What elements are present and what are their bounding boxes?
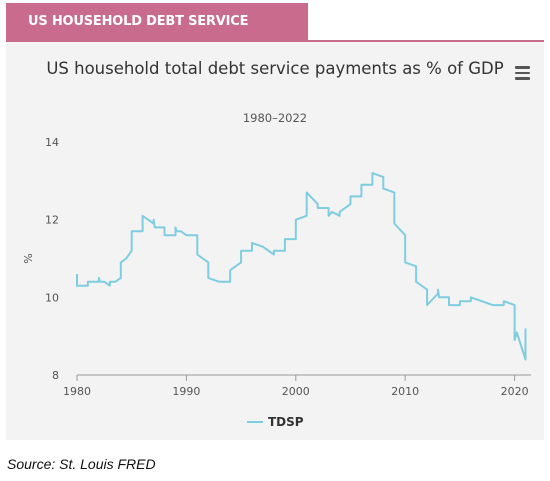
series-line-tdsp (76, 172, 527, 361)
legend-label: TDSP (268, 415, 304, 429)
line-chart: 8 10 12 14 1980 1990 2000 2010 2020% TDSP (22, 136, 531, 429)
source-note: Source: St. Louis FRED (7, 456, 156, 472)
y-tick-label: 8 (52, 369, 59, 382)
section-header-tab: US HOUSEHOLD DEBT SERVICE BURDEN (6, 3, 308, 66)
x-tick-label: 2020 (501, 385, 529, 398)
chart-panel: US household total debt service payments… (6, 42, 544, 440)
x-tick-label: 1990 (172, 385, 200, 398)
x-tick-label: 2000 (282, 385, 310, 398)
y-axis-label: % (22, 253, 35, 263)
y-tick-label: 12 (45, 214, 59, 227)
header-divider (6, 40, 544, 42)
x-tick-label: 1980 (63, 385, 91, 398)
chart-title: US household total debt service payments… (46, 59, 504, 78)
chart-subtitle: 1980–2022 (242, 111, 308, 125)
hamburger-menu-icon[interactable] (508, 60, 536, 86)
y-tick-label: 14 (45, 136, 59, 149)
y-tick-label: 10 (45, 291, 59, 304)
x-tick-label: 2010 (391, 385, 419, 398)
